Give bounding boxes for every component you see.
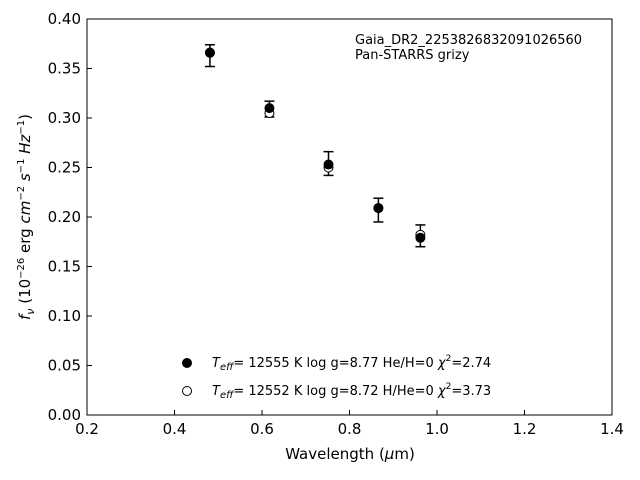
y-axis-title: fν (10−26 erg cm−2 s−1 Hz−1) — [16, 114, 37, 320]
point-filled — [373, 203, 384, 214]
y-tick-label: 0.40 — [48, 10, 81, 28]
legend-label-da: Teff= 12555 K log g=8.77 He/H=0 χ2=2.74 — [212, 354, 491, 373]
y-tick-label: 0.00 — [48, 406, 81, 424]
y-tick-label: 0.10 — [48, 307, 81, 325]
x-tick-label: 1.0 — [425, 420, 449, 438]
point-filled — [264, 103, 275, 114]
x-tick-label: 0.2 — [75, 420, 99, 438]
x-axis-title: Wavelength (μm) — [285, 445, 415, 463]
legend-marker-open — [182, 386, 192, 396]
point-filled — [415, 232, 426, 243]
legend: Teff= 12555 K log g=8.77 He/H=0 χ2=2.74 … — [182, 354, 491, 401]
legend-marker-filled — [182, 358, 192, 368]
model-series-filled-circles — [204, 47, 426, 243]
x-tick-label: 1.2 — [513, 420, 537, 438]
y-tick-label: 0.35 — [48, 60, 81, 78]
model-series-open-circles — [204, 47, 426, 240]
y-axis-ticks: 0.00 0.05 0.10 0.15 0.20 0.25 0.30 0.35 0.40 — [48, 10, 92, 424]
object-annotation-line2: Pan-STARRS grizy — [355, 48, 470, 63]
point-filled — [204, 47, 215, 58]
legend-label-db: Teff= 12552 K log g=8.72 H/He=0 χ2=3.73 — [212, 382, 491, 401]
object-annotation-line1: Gaia_DR2_2253826832091026560 — [355, 33, 582, 48]
x-tick-label: 0.6 — [250, 420, 274, 438]
y-tick-label: 0.15 — [48, 258, 81, 276]
observed-errorbars — [204, 43, 426, 248]
x-tick-label: 0.4 — [163, 420, 187, 438]
x-tick-label: 1.4 — [600, 420, 624, 438]
x-tick-label: 0.8 — [338, 420, 362, 438]
y-tick-label: 0.20 — [48, 208, 81, 226]
y-tick-label: 0.30 — [48, 109, 81, 127]
point-filled — [323, 159, 334, 170]
y-tick-label: 0.25 — [48, 159, 81, 177]
y-tick-label: 0.05 — [48, 357, 81, 375]
x-axis-ticks: 0.2 0.4 0.6 0.8 1.0 1.2 1.4 — [75, 410, 624, 438]
